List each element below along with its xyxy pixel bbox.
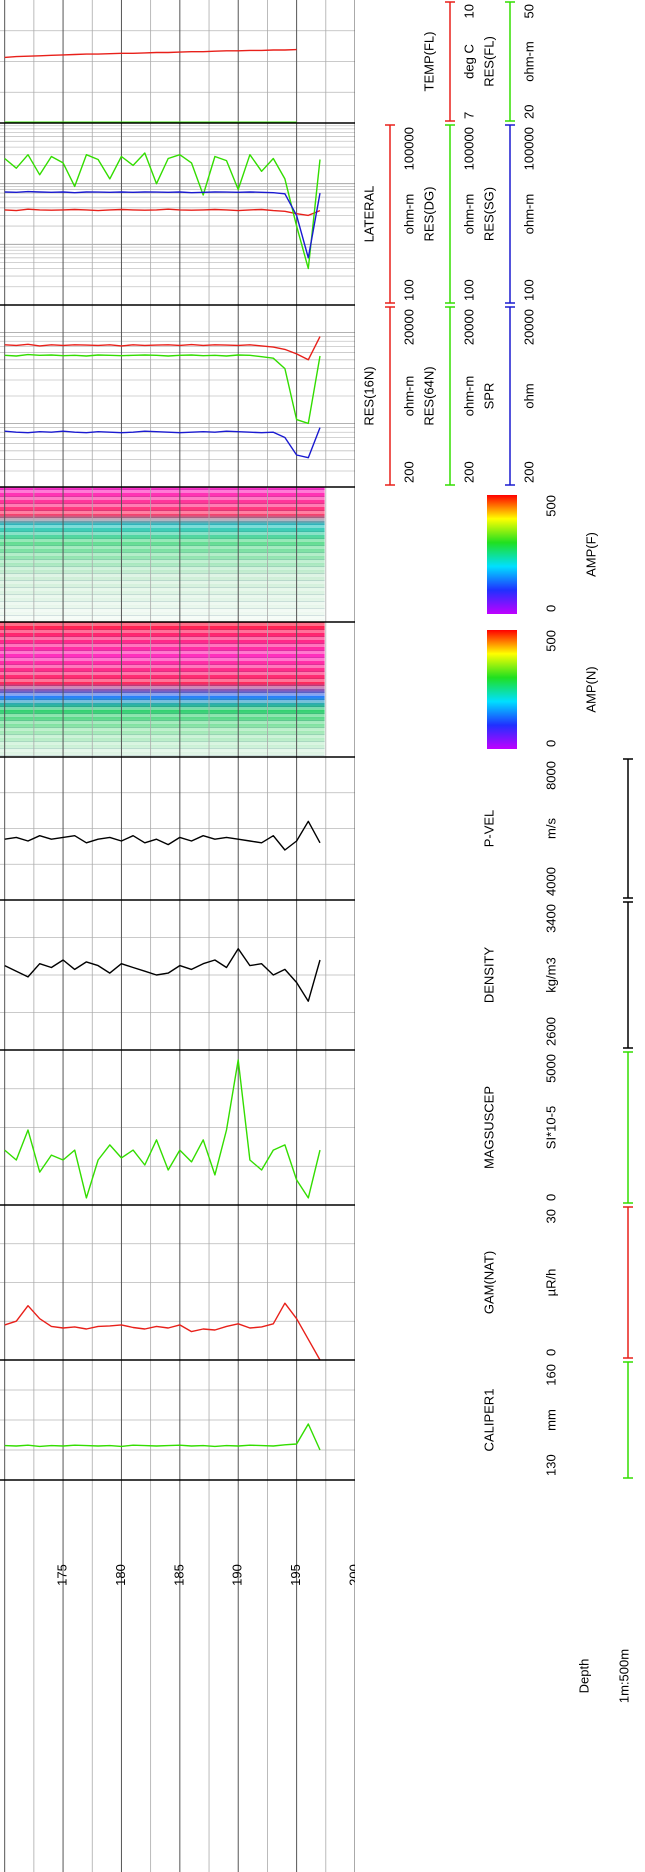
scale-unit: ohm-m [461,194,476,234]
depth-tick-label: 200 [346,1564,361,1586]
curve-name: RES(64N) [421,366,436,425]
scale-unit: mm [543,1409,558,1431]
amp-texture [0,622,325,757]
scale-min: 130 [543,1454,558,1476]
log-curve [4,190,321,259]
scale-max: 30 [543,1209,558,1223]
scale-max: 3400 [543,904,558,933]
scale-max: 500 [543,495,558,517]
log-curve [4,336,321,361]
scale-min: 100 [521,279,536,301]
log-curve [4,948,321,1002]
scale-max: 20000 [401,309,416,345]
curve-name: RES(SG) [481,187,496,241]
depth-tick-label: 175 [54,1564,69,1586]
scale-max: 100000 [521,127,536,170]
plot-area: 175 180 185 190 195 200 [0,0,361,1872]
scale-max: 20000 [521,309,536,345]
scale-min: 2600 [543,1017,558,1046]
scale-max: 50 [521,4,536,18]
depth-tick-label: 185 [171,1564,186,1586]
scale-unit: ohm-m [521,194,536,234]
scale-unit: ohm-m [461,376,476,416]
scale-max: 100000 [461,127,476,170]
scale-unit: ohm-m [521,41,536,81]
scale-max: 500 [543,630,558,652]
depth-title: Depth [576,1659,591,1694]
scale-min: 200 [521,461,536,483]
log-curve [4,820,321,851]
track-name: AMP(F) [583,532,598,577]
depth-scale: 1m:500m [616,1649,631,1703]
scale-min: 4000 [543,867,558,896]
scale-unit: SI*10-5 [543,1106,558,1149]
scale-min: 0 [543,605,558,612]
curve-name: DENSITY [481,947,496,1004]
depth-tick-label: 195 [288,1564,303,1586]
scale-min: 100 [401,279,416,301]
scale-unit: deg C [461,44,476,79]
log-curve [4,48,297,59]
scale-unit: ohm [521,383,536,408]
scale-unit: ohm-m [401,194,416,234]
curve-name: RES(DG) [421,187,436,242]
curve-name: LATERAL [361,186,376,243]
scale-unit: ohm-m [401,376,416,416]
log-curve [4,427,321,459]
scale-max: 10 [461,4,476,18]
scale-min: 7 [461,112,476,119]
log-curve [4,1302,321,1361]
color-bar [487,630,517,749]
scale-max: 20000 [461,309,476,345]
curve-name: P-VEL [481,810,496,848]
scale-unit: m/s [543,818,558,839]
scale-max: 100000 [401,127,416,170]
curve-name: RES(FL) [481,36,496,87]
depth-tick-label: 190 [230,1564,245,1586]
scale-unit: kg/m3 [543,957,558,992]
scale-min: 20 [521,105,536,119]
depth-tick-label: 180 [113,1564,128,1586]
log-curve [4,208,321,217]
track-name: AMP(N) [583,666,598,712]
amp-texture [0,487,325,622]
scale-min: 200 [461,461,476,483]
log-curve [4,353,321,425]
log-curve [4,152,321,270]
curve-name: CALIPER1 [481,1389,496,1452]
log-curve [4,1423,321,1451]
color-bar [487,495,517,614]
scale-min: 200 [401,461,416,483]
scale-unit: µR/h [543,1269,558,1297]
curve-name: TEMP(FL) [421,32,436,92]
scale-max: 160 [543,1364,558,1386]
scale-max: 5000 [543,1054,558,1083]
log-curve [4,1059,321,1199]
scale-min: 0 [543,1194,558,1201]
scale-max: 8000 [543,761,558,790]
curve-name: MAGSUSCEP [481,1086,496,1169]
scale-min: 0 [543,740,558,747]
curve-name: GAM(NAT) [481,1251,496,1314]
scale-min: 100 [461,279,476,301]
scale-min: 0 [543,1349,558,1356]
curve-name: SPR [481,383,496,410]
curve-name: RES(16N) [361,366,376,425]
